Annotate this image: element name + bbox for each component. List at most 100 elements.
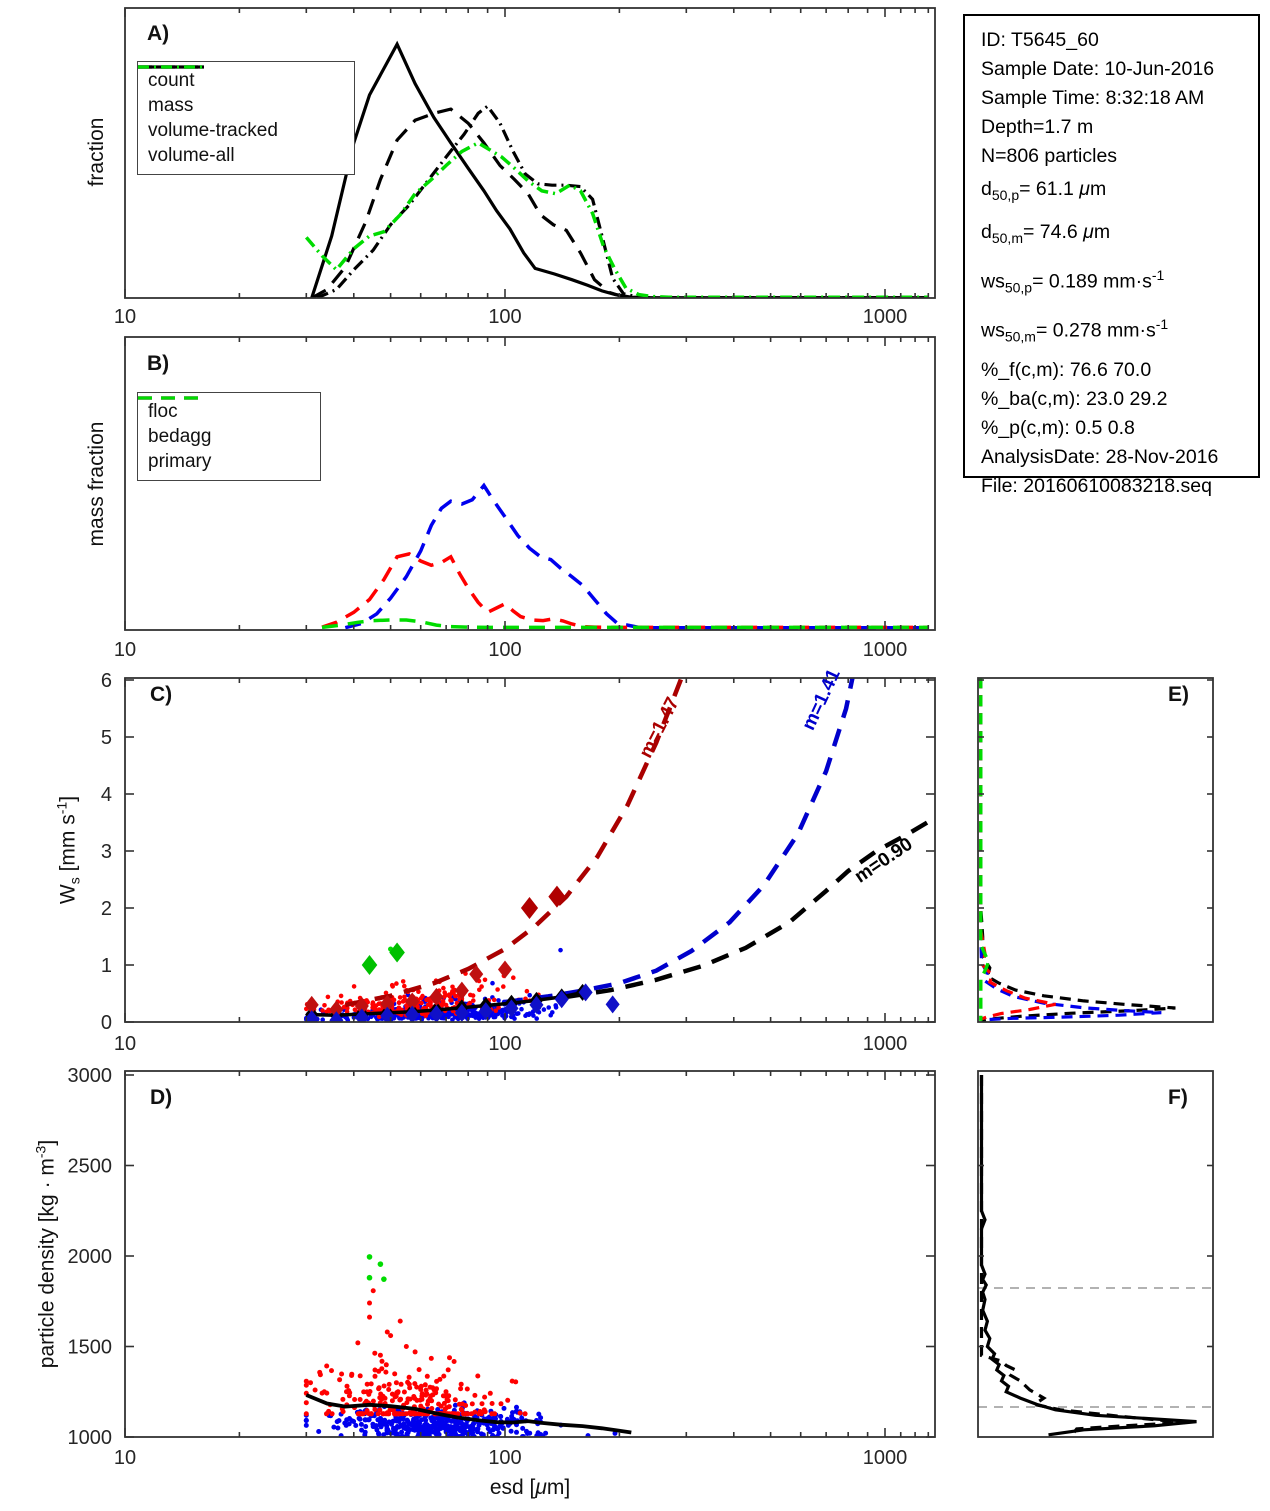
scatter-dot	[368, 1014, 374, 1020]
scatter-dot	[400, 1416, 406, 1422]
text-segment: ID: T5645_60	[981, 29, 1099, 51]
text-segment: = 74.6	[1022, 220, 1084, 243]
scatter-dot	[381, 1276, 387, 1282]
c-curve	[504, 678, 855, 1005]
c-y-tick-label: 4	[101, 784, 112, 806]
panel-e-frame	[977, 677, 1214, 1023]
scatter-dot	[514, 1429, 519, 1435]
scatter-dot	[514, 1404, 519, 1410]
legend-line-swatch	[138, 65, 204, 69]
scatter-dot	[482, 977, 488, 983]
scatter-dot	[498, 1401, 504, 1407]
scatter-dot	[367, 1300, 373, 1306]
scatter-dot	[396, 1000, 402, 1005]
text-segment: AnalysisDate: 28-Nov-2016	[981, 445, 1219, 468]
diamond-marker	[454, 1003, 469, 1022]
scatter-dot	[447, 1428, 453, 1434]
scatter-dot	[366, 1254, 373, 1260]
legend-label: count	[148, 69, 195, 91]
x-ticks	[124, 1071, 930, 1437]
scatter-dot	[377, 1352, 383, 1358]
scatter-dot	[501, 984, 506, 989]
diamond-marker	[548, 885, 566, 908]
scatter-dot	[402, 983, 407, 989]
scatter-dot	[448, 997, 453, 1003]
scatter-dot	[451, 1359, 457, 1364]
diamond-marker	[389, 942, 405, 963]
scatter-dot	[370, 1398, 376, 1404]
scatter-dot	[438, 1426, 444, 1431]
scatter-dot	[359, 1427, 365, 1433]
info-line: %_p(c,m): 0.5 0.8	[981, 414, 1258, 443]
x-tick-label: 100	[488, 639, 521, 661]
scatter-dot	[391, 1427, 397, 1433]
scatter-dot	[496, 998, 501, 1003]
d-y-tick-label: 1500	[68, 1337, 113, 1359]
text-segment: %_ba(c,m): 23.0 29.2	[981, 387, 1168, 410]
scatter-dot	[423, 1387, 429, 1393]
scatter-dot	[344, 1015, 349, 1020]
scatter-dot	[491, 997, 497, 1003]
scatter-dot	[477, 1013, 483, 1019]
x-tick-label: 100	[488, 1033, 521, 1055]
text-segment: m	[1093, 220, 1111, 243]
text-segment: -1	[1151, 266, 1165, 283]
scatter-dot	[380, 1411, 386, 1417]
panel-d-plot-area	[303, 1254, 632, 1437]
scatter-dot	[390, 984, 396, 989]
scatter-dot	[347, 1390, 353, 1396]
scatter-dot	[463, 1411, 468, 1417]
text-segment: ws	[981, 319, 1005, 342]
scatter-dot	[376, 1385, 382, 1391]
scatter-dot	[377, 1407, 383, 1413]
scatter-dot	[514, 1011, 520, 1016]
scatter-dot	[357, 1397, 363, 1402]
b-bedagg	[321, 552, 929, 630]
scatter-dot	[403, 1344, 409, 1349]
scatter-dot	[400, 979, 406, 984]
sample-info-box: ID: T5645_60 Sample Date: 10-Jun-2016 Samp…	[963, 14, 1260, 497]
scatter-dot	[346, 1421, 352, 1427]
panel-a-letter: A)	[147, 22, 170, 45]
info-line: d50,p= 61.1 μm	[981, 171, 1258, 214]
scatter-dot	[339, 1000, 344, 1005]
diamond-marker	[405, 992, 420, 1011]
scatter-dot	[495, 987, 500, 992]
scatter-dot	[303, 1418, 309, 1424]
scatter-dot	[320, 1017, 326, 1022]
scatter-dot	[379, 1366, 385, 1372]
text-segment: esd [	[489, 1476, 536, 1499]
scatter-dot	[464, 1386, 470, 1392]
scatter-dot	[372, 1004, 378, 1009]
legend-label: volume-tracked	[148, 119, 278, 141]
scatter-dot	[389, 1391, 395, 1397]
scatter-dot	[442, 994, 447, 999]
scatter-dot	[446, 1404, 452, 1410]
scatter-dot	[524, 1012, 530, 1017]
scatter-dot	[393, 1380, 399, 1386]
scatter-dot	[454, 1419, 460, 1425]
diamond-marker	[405, 1005, 420, 1022]
scatter-dot	[406, 1374, 412, 1380]
scatter-dot	[442, 990, 448, 995]
legend-item-volume-tracked: volume-tracked	[138, 65, 344, 143]
scatter-dot	[419, 1000, 424, 1006]
scatter-dot	[372, 1407, 378, 1412]
panel-e-plot-area	[979, 678, 1176, 1022]
legend-label: volume-all	[148, 144, 235, 166]
scatter-dot	[418, 1383, 424, 1389]
panel-d-letter: D)	[150, 1086, 173, 1109]
scatter-dot	[459, 1407, 465, 1413]
text-segment: ]	[56, 795, 80, 802]
y-ticks	[978, 679, 1213, 966]
scatter-dot	[429, 1406, 435, 1411]
scatter-dot	[493, 1008, 499, 1013]
scatter-dot	[388, 1333, 394, 1339]
diamond-marker	[469, 965, 484, 984]
scatter-dot	[325, 994, 331, 1000]
diamond-marker	[354, 1008, 369, 1022]
scatter-dot	[482, 1409, 488, 1415]
scatter-dot	[513, 1379, 519, 1385]
scatter-dot	[308, 1380, 313, 1386]
scatter-dot	[535, 1430, 541, 1436]
